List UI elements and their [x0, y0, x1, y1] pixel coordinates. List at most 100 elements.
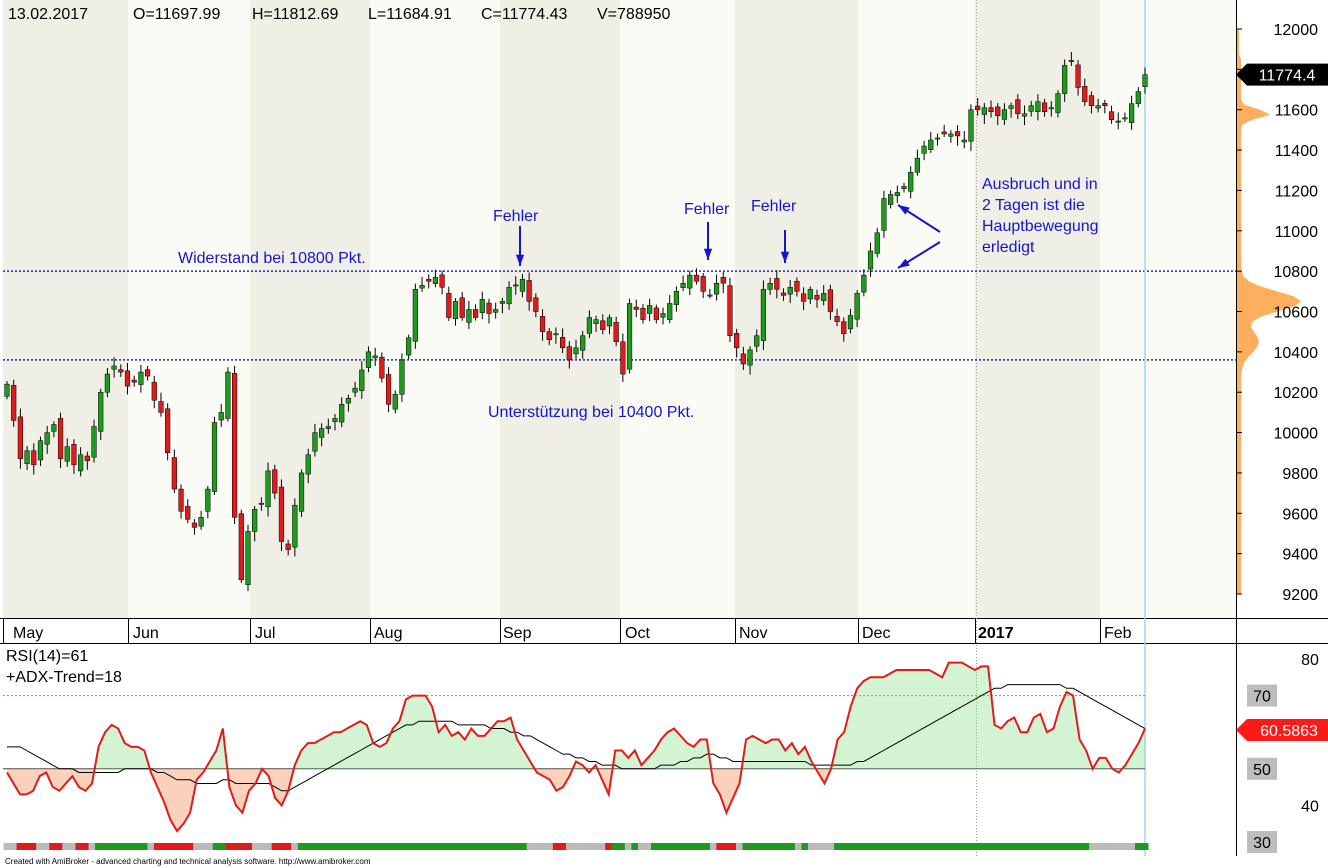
rsi-fill [863, 677, 871, 769]
candle-body [566, 346, 572, 361]
signal-strip-segment [572, 843, 580, 850]
rsi-fill [1066, 691, 1074, 769]
candle-body [640, 308, 646, 320]
candle-body [680, 283, 686, 288]
month-band [1100, 0, 1236, 618]
price-axis: 1200011800116001140011200110001080010600… [1236, 22, 1318, 604]
candle-body [553, 333, 559, 336]
candle-body [539, 316, 546, 332]
rsi-fill [647, 750, 655, 769]
signal-strip-segment [121, 843, 129, 850]
signal-strip-segment [291, 843, 299, 850]
candle-body [1082, 86, 1088, 102]
header-date: 13.02.2017 [8, 6, 88, 23]
x-tick-label: Aug [374, 625, 402, 642]
rsi-fill [752, 735, 760, 769]
signal-strip-segment [879, 843, 887, 850]
rsi-fill [994, 724, 1002, 769]
signal-strip-segment [16, 843, 24, 850]
signal-strip-segment [23, 843, 31, 850]
rsi-fill [137, 746, 145, 769]
rsi-fill [124, 743, 132, 769]
candle-body [767, 283, 773, 290]
candle-body [1015, 99, 1021, 114]
rsi-tick-box [1247, 831, 1277, 853]
month-band [975, 0, 1100, 618]
signal-strip-segment [592, 843, 600, 850]
rsi-fill [458, 732, 465, 769]
candle-body [807, 289, 813, 300]
candle-body [1095, 105, 1101, 109]
candle-body [1135, 91, 1141, 104]
candle-body [948, 133, 954, 137]
signal-strip-segment [382, 843, 390, 850]
candle-body [794, 280, 800, 292]
rsi-line [6, 661, 1146, 833]
rsi-tick-box [1247, 684, 1277, 707]
rsi-fill [360, 721, 367, 769]
candle-body [734, 333, 740, 349]
signal-strip-segment [3, 843, 11, 850]
candle-body [673, 291, 680, 305]
signal-strip-segment [323, 843, 331, 850]
candle-body [606, 317, 613, 327]
signal-strip-segment [153, 843, 161, 850]
signal-strip-segment [461, 843, 469, 850]
candle-body [1115, 120, 1121, 123]
candle-body [238, 513, 244, 581]
error-arrow-1-head [515, 254, 525, 266]
header-volume: V=788950 [597, 6, 671, 23]
rsi-fill [52, 768, 60, 791]
candle-body [526, 280, 532, 302]
rsi-panel [3, 661, 1149, 850]
rsi-fill [935, 673, 943, 769]
x-tick-label: Jul [255, 625, 275, 642]
signal-strip-segment [997, 843, 1005, 850]
rsi-fill [334, 732, 341, 769]
rsi-fill [1079, 739, 1087, 769]
rsi-fill [687, 743, 694, 769]
y-tick-label: 10600 [1274, 305, 1319, 322]
signal-strip-segment [834, 843, 842, 850]
signal-strip-segment [585, 843, 593, 850]
signal-strip-segment [892, 843, 900, 850]
rsi-fill [837, 732, 845, 769]
rsi-fill [1007, 717, 1015, 769]
candle-body [713, 283, 720, 295]
rsi-fill [471, 728, 478, 769]
candle-body [1041, 102, 1048, 112]
candle-body [513, 284, 519, 287]
candle-body [339, 404, 345, 423]
signal-strip-segment [55, 843, 63, 850]
signal-strip-segment [788, 843, 796, 850]
rsi-fill [961, 662, 969, 769]
candle-body [352, 387, 358, 393]
signal-strip-segment [729, 843, 737, 850]
candle-body [1062, 65, 1068, 94]
x-tick-label: May [13, 625, 43, 642]
rsi-fill [510, 717, 518, 769]
signal-strip-segment [10, 843, 18, 850]
signal-strip-segment [624, 843, 632, 850]
signal-strip-segment [42, 843, 50, 850]
candle-body [774, 278, 780, 290]
signal-strip-segment [494, 843, 502, 850]
rsi-fill [543, 768, 550, 780]
candle-body [814, 295, 820, 300]
rsi-fill [680, 735, 688, 769]
signal-strip-segment [441, 843, 449, 850]
candle-body [580, 335, 586, 351]
signal-strip-segment [703, 843, 711, 850]
candle-body [272, 469, 278, 494]
candle-body [546, 331, 552, 340]
volume-profile [1237, 29, 1302, 594]
signal-strip-segment [670, 843, 678, 850]
x-tick-label: Nov [739, 625, 767, 642]
rsi-fill [85, 768, 93, 791]
candle-body [834, 316, 840, 322]
rsi-fill [1131, 743, 1139, 769]
support-resistance-lines [3, 0, 1236, 856]
month-band [250, 0, 370, 618]
candle-body [647, 305, 653, 314]
